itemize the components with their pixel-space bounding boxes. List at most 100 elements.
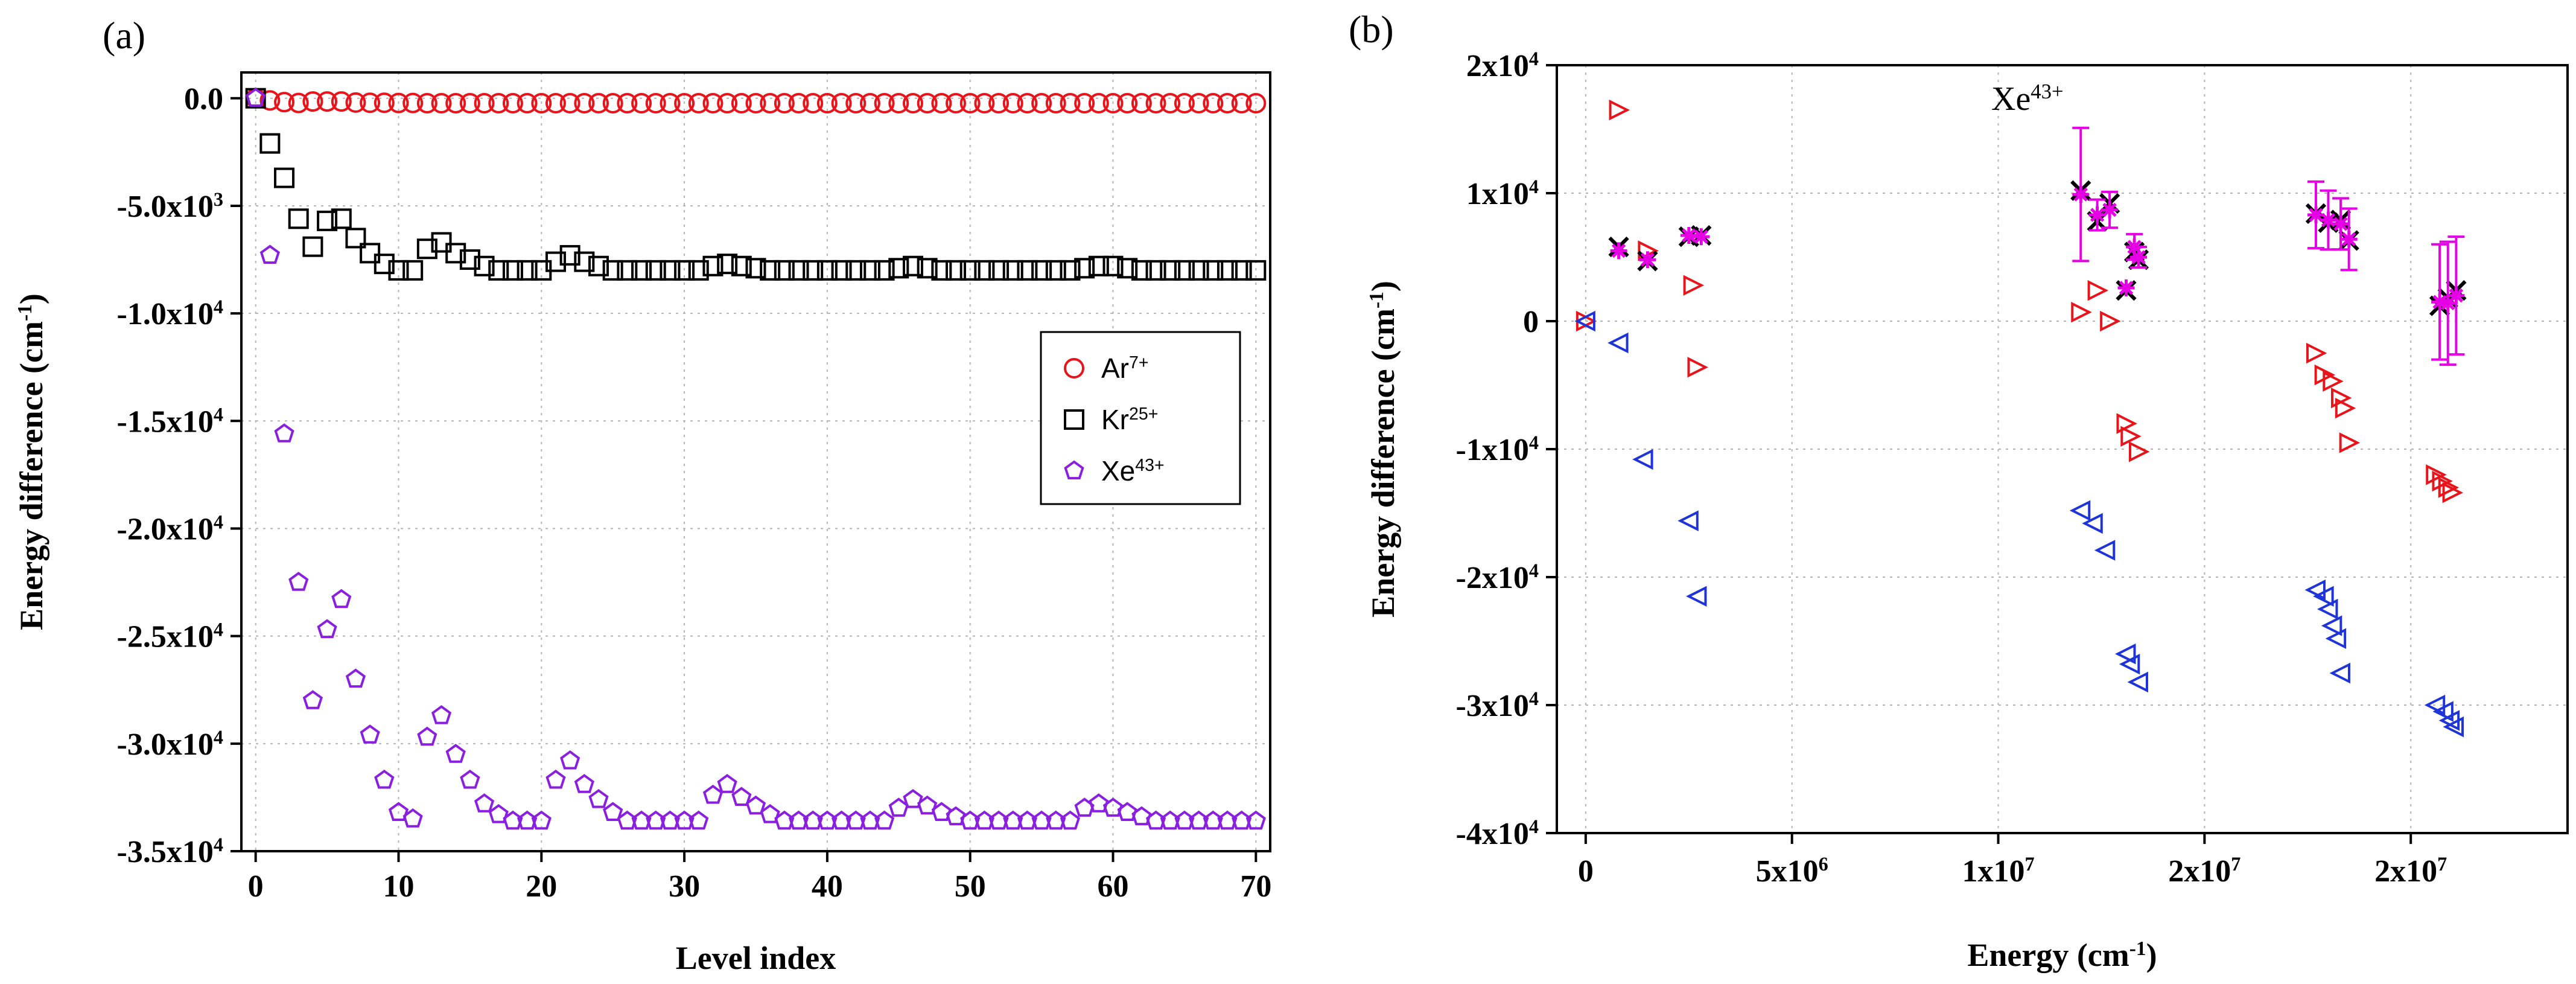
data-point [1687, 357, 1708, 378]
data-point [1632, 449, 1653, 470]
data-point [1685, 586, 1707, 607]
data-point [1188, 260, 1209, 281]
data-point [1031, 260, 1052, 281]
data-point [1145, 92, 1166, 113]
data-point [902, 255, 923, 276]
data-point [902, 92, 923, 113]
data-point [459, 92, 480, 113]
y-tick-label: -1x104 [1456, 432, 1539, 467]
data-point [645, 260, 666, 281]
data-point [1117, 92, 1138, 113]
data-point [702, 784, 724, 804]
data-point [946, 92, 967, 113]
data-point [2119, 653, 2140, 675]
data-point [2307, 206, 2324, 223]
data-point [888, 258, 909, 279]
data-point [2082, 513, 2103, 534]
x-tick-label: 50 [955, 869, 986, 904]
data-point [488, 92, 509, 113]
data-point [317, 91, 338, 112]
data-point [1088, 255, 1109, 276]
panel-b: 0 5x106 1x107 2x107 2x107 2x104 1x104 0 -1x104 -2… [1349, 8, 2569, 973]
x-tick-label: 2x107 [2374, 853, 2447, 889]
data-point [2426, 464, 2447, 485]
data-point [816, 92, 838, 113]
data-point [1060, 92, 1081, 113]
data-point [617, 260, 638, 281]
series-triangle-right [1576, 99, 2464, 503]
data-point [488, 803, 509, 823]
series-star [1610, 126, 2465, 366]
data-point [431, 705, 452, 724]
data-point [2432, 470, 2453, 492]
x-tick-label: 0 [248, 869, 264, 904]
legend-label: Kr25+ [1101, 404, 1158, 435]
data-point [417, 726, 437, 746]
data-point [674, 92, 695, 113]
data-point [274, 423, 294, 442]
data-point [259, 90, 281, 111]
data-point [702, 92, 724, 113]
data-point [460, 769, 480, 789]
plot-frame [1556, 64, 2569, 834]
data-point [2127, 671, 2148, 693]
data-point [274, 167, 295, 188]
data-point [1174, 92, 1195, 113]
data-point [717, 774, 737, 793]
data-point [602, 260, 623, 281]
y-tick-label: -2.0x104 [117, 511, 223, 546]
data-point [1102, 92, 1124, 113]
y-tick-label: -2x104 [1456, 560, 1539, 595]
data-point [1131, 806, 1152, 826]
data-point [674, 260, 695, 281]
data-point [388, 260, 409, 281]
data-point [2442, 482, 2464, 503]
data-point [1117, 802, 1137, 821]
data-point [845, 260, 867, 281]
data-point [1609, 99, 1630, 121]
data-point [302, 690, 323, 709]
data-point [1683, 275, 1705, 296]
data-point [288, 208, 309, 229]
data-point [631, 92, 652, 113]
data-point [988, 260, 1010, 281]
data-point [2306, 342, 2327, 364]
data-point [2100, 310, 2121, 332]
data-point [445, 744, 466, 763]
data-point [1045, 92, 1066, 113]
data-point [689, 810, 709, 830]
data-point [431, 92, 452, 113]
data-point [374, 769, 395, 789]
data-point [274, 92, 295, 113]
data-point [888, 92, 909, 113]
data-point [1102, 797, 1124, 817]
series-kr [245, 88, 1267, 281]
x-tick-label: 40 [812, 869, 843, 904]
data-point [645, 92, 666, 113]
data-point [1002, 92, 1023, 113]
data-point [874, 260, 895, 281]
data-point [445, 92, 466, 113]
data-point [917, 795, 938, 815]
data-point [1680, 227, 1697, 244]
data-point [574, 774, 594, 793]
data-point [1231, 260, 1252, 281]
data-point [517, 260, 538, 281]
panel-label: (a) [103, 14, 145, 57]
data-point [302, 236, 323, 257]
y-tick-label: 0.0 [184, 82, 223, 117]
legend-label: Xe43+ [1101, 455, 1165, 487]
data-point [946, 806, 966, 826]
x-axis-title: Energy (cm-1) [1967, 937, 2157, 973]
data-point [259, 133, 281, 154]
data-point [1145, 260, 1166, 281]
data-point [831, 260, 852, 281]
data-point [688, 92, 709, 113]
data-point [731, 787, 752, 806]
x-axis-title: Level index [676, 940, 836, 976]
data-point [1102, 255, 1124, 276]
data-point [2335, 397, 2356, 419]
data-point [731, 255, 752, 276]
data-point [1574, 310, 1595, 332]
data-point [1216, 260, 1238, 281]
